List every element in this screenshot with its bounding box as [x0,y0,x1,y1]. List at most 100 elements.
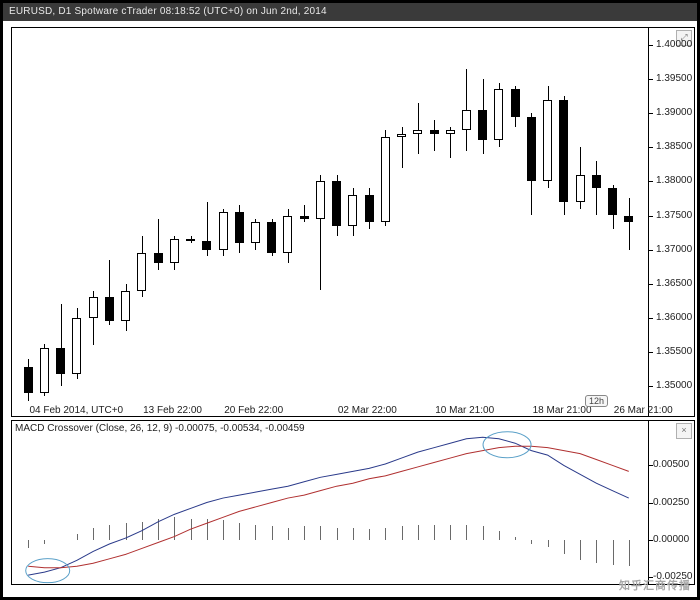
candle [494,89,503,140]
candle [462,110,471,130]
macd-histogram-bar [548,540,549,547]
macd-histogram-bar [531,540,532,544]
macd-histogram-bar [272,526,273,539]
candle [186,239,195,241]
macd-histogram-bar [450,525,451,540]
crossover-annotation [483,432,531,458]
price-x-tick-label: 02 Mar 22:00 [338,405,397,416]
macd-line [28,437,629,575]
candle [543,100,552,182]
candle [608,188,617,215]
candle [170,239,179,263]
chart-frame: EURUSD, D1 Spotware cTrader 08:18:52 (UT… [0,0,700,600]
macd-histogram-bar [174,517,175,539]
candle [478,110,487,141]
macd-histogram-bar [126,523,127,539]
macd-histogram-bar [109,525,110,540]
candle [235,212,244,243]
price-y-tick-label: 1.35500 [656,346,692,357]
timeframe-badge[interactable]: 12h [585,395,608,407]
macd-histogram-bar [353,528,354,540]
macd-histogram-bar [320,526,321,539]
macd-histogram-bar [239,523,240,539]
price-y-tick-label: 1.39000 [656,107,692,118]
candle [365,195,374,222]
title-bar: EURUSD, D1 Spotware cTrader 08:18:52 (UT… [3,3,697,21]
macd-histogram-bar [564,540,565,555]
candle [413,130,422,133]
macd-histogram-bar [288,528,289,540]
macd-y-tick-label: 0.00250 [653,497,689,508]
price-x-tick-label: 10 Mar 21:00 [435,405,494,416]
macd-histogram-bar [304,526,305,539]
candle [283,216,292,254]
price-y-tick-label: 1.36500 [656,278,692,289]
candle [72,318,81,374]
candle [397,134,406,137]
candle [348,195,357,226]
macd-y-tick-label: 0.00000 [653,534,689,545]
macd-histogram-bar [434,525,435,540]
candle [56,348,65,373]
price-x-tick-label: 04 Feb 2014, UTC+0 [29,405,123,416]
candle [267,222,276,253]
candle [137,253,146,291]
candle [219,212,228,250]
macd-y-tick-label: 0.00500 [653,459,689,470]
price-y-tick-label: 1.40000 [656,39,692,50]
macd-histogram-bar [596,540,597,564]
macd-signal-line [28,446,629,568]
macd-histogram-bar [418,525,419,540]
candle [527,117,536,182]
candle [624,216,633,223]
macd-histogram-bar [207,519,208,540]
macd-histogram-bar [613,540,614,565]
candle [89,297,98,317]
candle [446,130,455,133]
macd-histogram-bar [483,526,484,539]
price-y-tick-label: 1.37500 [656,210,692,221]
price-x-tick-label: 26 Mar 21:00 [614,405,673,416]
macd-histogram-bar [629,540,630,567]
candle [592,175,601,189]
macd-histogram-bar [580,540,581,561]
candle [332,181,341,225]
macd-histogram-bar [385,528,386,540]
price-chart-panel[interactable]: ⤢ 1.350001.355001.360001.365001.370001.3… [11,27,695,417]
watermark: 知乎汇商传播 [619,577,691,593]
macd-histogram-bar [93,528,94,540]
price-y-tick-label: 1.36000 [656,312,692,323]
price-x-tick-label: 20 Feb 22:00 [224,405,283,416]
title-text: EURUSD, D1 Spotware cTrader 08:18:52 (UT… [9,6,327,17]
candle [24,367,33,393]
price-y-tick-label: 1.39500 [656,73,692,84]
price-y-tick-label: 1.38500 [656,141,692,152]
candle [300,216,309,219]
price-y-tick-label: 1.38000 [656,175,692,186]
candle [430,130,439,133]
candle [511,89,520,116]
macd-histogram-bar [466,525,467,540]
macd-histogram-bar [255,525,256,540]
price-x-tick-label: 13 Feb 22:00 [143,405,202,416]
price-y-tick-label: 1.35000 [656,380,692,391]
candle [381,137,390,222]
candle [154,253,163,263]
macd-histogram-bar [28,540,29,549]
candle [576,175,585,202]
candle [121,291,130,322]
macd-histogram-bar [515,537,516,540]
macd-histogram-bar [223,520,224,539]
crossover-annotation [26,559,70,583]
macd-histogram-bar [402,526,403,539]
macd-histogram-bar [142,522,143,540]
macd-histogram-bar [44,540,45,544]
macd-histogram-bar [158,519,159,540]
macd-histogram-bar [337,528,338,540]
macd-histogram-bar [499,531,500,540]
close-icon[interactable]: × [676,423,692,439]
candle [202,241,211,249]
macd-histogram-bar [77,534,78,540]
candle [251,222,260,242]
macd-chart-panel[interactable]: MACD Crossover (Close, 26, 12, 9) -0.000… [11,420,695,585]
